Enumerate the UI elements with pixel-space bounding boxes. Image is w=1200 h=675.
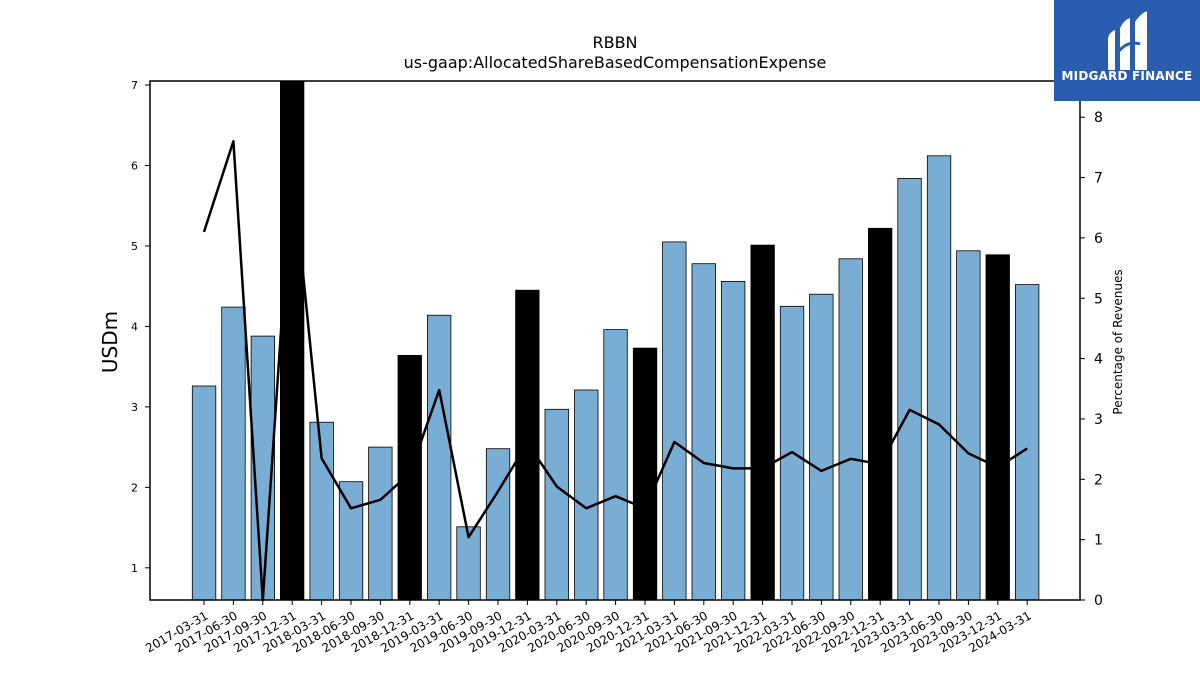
bars-group <box>191 80 1040 601</box>
bar-2017-12-31 <box>279 80 305 601</box>
bar-2021-03-31 <box>662 241 687 601</box>
y-tick-label: 7 <box>131 79 138 92</box>
line-layer <box>202 140 1028 602</box>
y-tick-label: 4 <box>131 320 138 333</box>
bar-2020-03-31 <box>544 408 569 601</box>
bar-2021-09-30 <box>721 280 746 601</box>
bar-2019-09-30 <box>485 448 511 601</box>
bar-2023-03-31 <box>897 177 922 601</box>
bar-2017-03-31 <box>191 385 217 601</box>
percentage-line <box>202 140 1028 602</box>
y2-tick-label: 2 <box>1094 472 1103 488</box>
logo-mark-icon <box>1108 11 1147 70</box>
chart-subtitle: us-gaap:AllocatedShareBasedCompensationE… <box>404 53 827 72</box>
y-tick-label: 2 <box>131 481 138 494</box>
bar-2022-12-31 <box>868 227 893 601</box>
plot-frame <box>149 80 1081 601</box>
y2-tick-label: 8 <box>1094 110 1103 126</box>
bar-2020-06-30 <box>574 389 599 601</box>
bar-2023-06-30 <box>926 155 952 601</box>
y-tick-label: 3 <box>131 401 138 414</box>
bar-2024-03-31 <box>1015 284 1040 601</box>
y-tick-label: 1 <box>131 562 138 575</box>
bar-2022-06-30 <box>809 293 834 601</box>
bar-2021-06-30 <box>691 263 716 601</box>
y2-tick-label: 3 <box>1094 412 1103 428</box>
bar-2017-06-30 <box>221 306 246 601</box>
y2-tick-label: 7 <box>1094 171 1103 187</box>
bar-2020-09-30 <box>603 329 628 601</box>
bar-2023-12-31 <box>985 254 1010 601</box>
y-tick-label: 6 <box>131 159 138 172</box>
y2-tick-label: 4 <box>1094 352 1103 368</box>
y2-tick-label: 6 <box>1094 231 1103 247</box>
y2-tick-label: 0 <box>1094 593 1103 609</box>
midgard-finance-logo: MIDGARD FINANCE <box>1054 0 1200 101</box>
y-tick-label: 5 <box>131 240 138 253</box>
y2-tick-label: 5 <box>1094 291 1103 307</box>
chart-title: RBBN <box>592 33 637 52</box>
bar-2021-12-31 <box>750 244 775 601</box>
bar-2019-03-31 <box>426 314 452 601</box>
bar-2022-09-30 <box>838 258 863 601</box>
bar-2018-09-30 <box>368 446 393 601</box>
logo-text: MIDGARD FINANCE <box>1061 69 1193 83</box>
bar-2020-12-31 <box>632 347 658 601</box>
y2-tick-label: 1 <box>1094 533 1103 549</box>
bar-2018-12-31 <box>397 354 422 601</box>
bar-2023-09-30 <box>956 250 981 601</box>
y-axis-label: USDm <box>98 311 122 373</box>
bar-2018-06-30 <box>338 481 364 601</box>
y2-axis-label: Percentage of Revenues <box>1111 269 1125 414</box>
